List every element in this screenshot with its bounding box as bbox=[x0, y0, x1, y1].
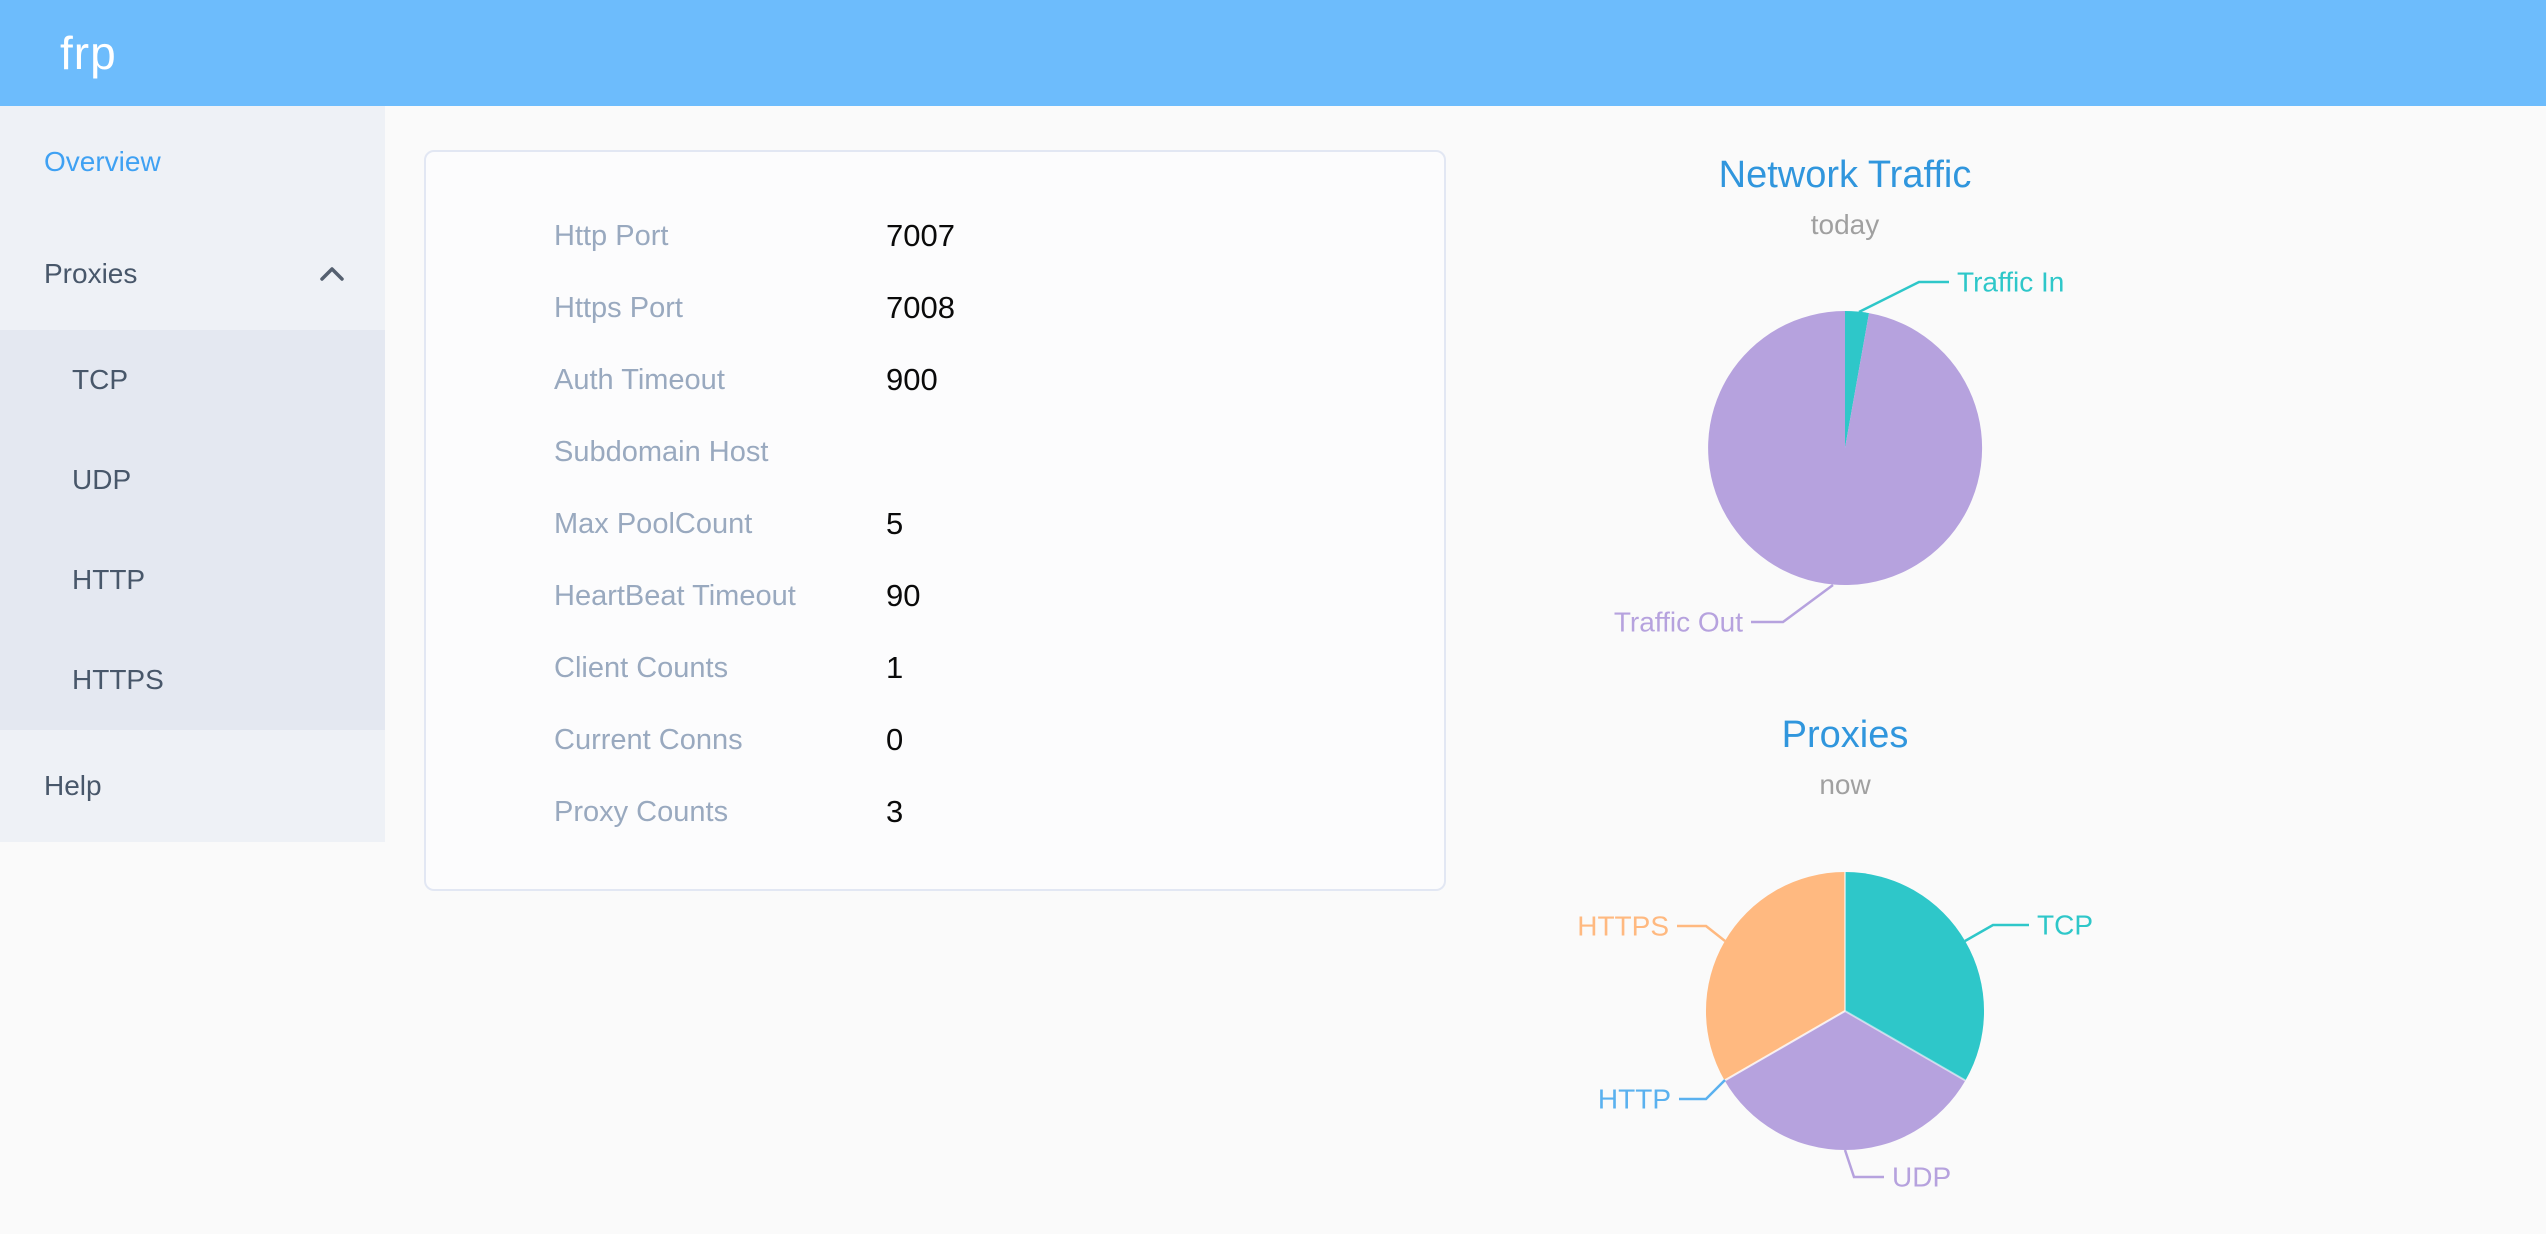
config-label: Http Port bbox=[554, 219, 669, 252]
pie-label-https: HTTPS bbox=[1577, 911, 1669, 942]
sidebar-subitem-tcp[interactable]: TCP bbox=[0, 330, 385, 430]
chevron-up-icon[interactable] bbox=[319, 266, 345, 282]
pie-label-traffic-out: Traffic Out bbox=[1614, 607, 1743, 638]
sidebar-subitem-https-label: HTTPS bbox=[72, 664, 164, 695]
config-label: Https Port bbox=[554, 291, 683, 324]
config-row-proxy-counts: Proxy Counts 3 bbox=[554, 776, 1444, 848]
sidebar-subitem-http-label: HTTP bbox=[72, 564, 146, 595]
sidebar-subitem-udp[interactable]: UDP bbox=[0, 430, 385, 530]
config-row-https-port: Https Port 7008 bbox=[554, 272, 1444, 344]
sidebar: Overview Proxies TCP UDP HTTP HTTPS Help bbox=[0, 106, 385, 842]
pie-label-line-tcp bbox=[1964, 923, 2029, 943]
pie-slice-https[interactable] bbox=[1705, 872, 1845, 1081]
config-label: Client Counts bbox=[554, 651, 729, 684]
sidebar-item-proxies[interactable]: Proxies bbox=[0, 218, 385, 330]
config-value: 0 bbox=[886, 722, 904, 757]
pie-label-tcp: TCP bbox=[2037, 910, 2093, 941]
chart-title: Proxies bbox=[1781, 714, 1909, 756]
config-label: Max PoolCount bbox=[554, 507, 753, 540]
app-logo: frp bbox=[60, 27, 117, 79]
sidebar-item-help[interactable]: Help bbox=[0, 730, 385, 842]
chart-title: Network Traffic bbox=[1718, 154, 1972, 196]
pie-slice-traffic-in[interactable] bbox=[1845, 310, 1869, 448]
config-label: HeartBeat Timeout bbox=[554, 579, 796, 612]
config-row-http-port: Http Port 7007 bbox=[554, 200, 1444, 272]
pie-slice-traffic-out[interactable] bbox=[1708, 311, 1983, 585]
sidebar-item-help-label: Help bbox=[44, 770, 102, 801]
pie-label-line-https bbox=[1677, 924, 1726, 942]
header: frp bbox=[0, 0, 2546, 106]
config-row-max-poolcount: Max PoolCount 5 bbox=[554, 488, 1444, 560]
pie-label-line-udp bbox=[1843, 1149, 1884, 1179]
config-value: 1 bbox=[886, 650, 904, 685]
config-row-auth-timeout: Auth Timeout 900 bbox=[554, 344, 1444, 416]
sidebar-subitem-tcp-label: TCP bbox=[72, 364, 128, 395]
pie-slice-separator bbox=[1844, 1010, 1966, 1082]
pie-slice-separator bbox=[1724, 1010, 1846, 1082]
config-label: Auth Timeout bbox=[554, 363, 725, 396]
network-traffic-chart: Network Traffic today Traffic In Traffic … bbox=[1495, 140, 2195, 680]
pie-label-udp: UDP bbox=[1892, 1162, 1951, 1193]
config-value: 5 bbox=[886, 506, 904, 541]
config-value: 7007 bbox=[886, 218, 955, 253]
pie-label-http: HTTP bbox=[1598, 1084, 1671, 1115]
server-config-card: Http Port 7007 Https Port 7008 Auth Time… bbox=[424, 150, 1446, 891]
sidebar-subitem-udp-label: UDP bbox=[72, 464, 132, 495]
config-row-current-conns: Current Conns 0 bbox=[554, 704, 1444, 776]
config-row-client-counts: Client Counts 1 bbox=[554, 632, 1444, 704]
config-label: Subdomain Host bbox=[554, 435, 769, 468]
sidebar-item-overview-label: Overview bbox=[44, 146, 161, 177]
sidebar-item-proxies-label: Proxies bbox=[44, 258, 138, 289]
network-traffic-pie: Traffic In Traffic Out bbox=[1614, 267, 2065, 638]
chart-subtitle: now bbox=[1819, 769, 1871, 800]
config-label: Proxy Counts bbox=[554, 795, 729, 828]
config-value: 3 bbox=[886, 794, 904, 829]
proxies-submenu: TCP UDP HTTP HTTPS bbox=[0, 330, 385, 730]
chart-subtitle: today bbox=[1810, 209, 1880, 240]
pie-label-line-traffic-in bbox=[1858, 280, 1949, 314]
pie-label-line-traffic-out bbox=[1751, 583, 1834, 624]
sidebar-subitem-http[interactable]: HTTP bbox=[0, 530, 385, 630]
pie-label-line-http bbox=[1679, 1079, 1726, 1101]
config-value: 90 bbox=[886, 578, 921, 613]
pie-slice-tcp[interactable] bbox=[1845, 872, 1985, 1081]
config-row-heartbeat-timeout: HeartBeat Timeout 90 bbox=[554, 560, 1444, 632]
pie-label-traffic-in: Traffic In bbox=[1957, 267, 2064, 298]
config-label: Current Conns bbox=[554, 723, 743, 756]
config-value: 7008 bbox=[886, 290, 955, 325]
proxies-pie: TCP UDP HTTP HTTPS bbox=[1577, 872, 2093, 1193]
config-row-subdomain-host: Subdomain Host bbox=[554, 416, 1444, 488]
sidebar-item-overview[interactable]: Overview bbox=[0, 106, 385, 218]
config-value: 900 bbox=[886, 362, 938, 397]
proxies-chart: Proxies now TCP UDP HTTP HTTPS bbox=[1495, 700, 2195, 1234]
sidebar-subitem-https[interactable]: HTTPS bbox=[0, 630, 385, 730]
